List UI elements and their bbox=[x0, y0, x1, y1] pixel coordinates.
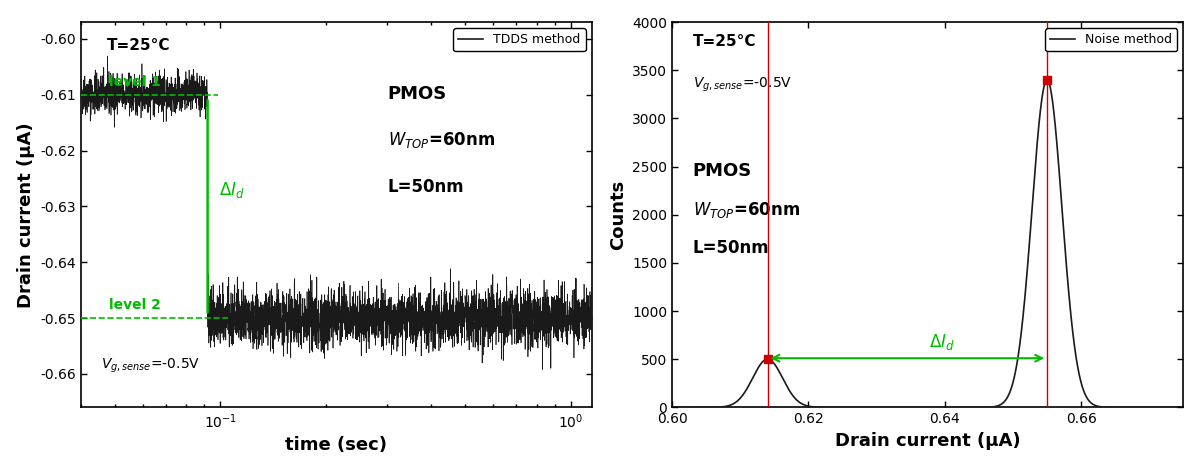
Text: PMOS: PMOS bbox=[388, 85, 446, 103]
X-axis label: time (sec): time (sec) bbox=[286, 436, 388, 455]
Y-axis label: Drain current (μA): Drain current (μA) bbox=[17, 122, 35, 308]
Text: T=25°C: T=25°C bbox=[107, 38, 170, 53]
Y-axis label: Counts: Counts bbox=[608, 179, 626, 250]
Text: $W_{TOP}$=60nm: $W_{TOP}$=60nm bbox=[388, 130, 494, 150]
Text: level 2: level 2 bbox=[108, 298, 161, 311]
Text: $\Delta I_d$: $\Delta I_d$ bbox=[220, 179, 245, 200]
Text: $V_{g,sense}$=-0.5V: $V_{g,sense}$=-0.5V bbox=[101, 357, 200, 375]
X-axis label: Drain current (μA): Drain current (μA) bbox=[835, 432, 1020, 450]
Text: $V_{g,sense}$=-0.5V: $V_{g,sense}$=-0.5V bbox=[692, 76, 792, 94]
Legend: TDDS method: TDDS method bbox=[454, 28, 586, 51]
Text: L=50nm: L=50nm bbox=[692, 239, 769, 257]
Text: L=50nm: L=50nm bbox=[388, 178, 464, 195]
Text: $\Delta I_d$: $\Delta I_d$ bbox=[929, 333, 954, 352]
Text: PMOS: PMOS bbox=[692, 162, 752, 180]
Text: level 1: level 1 bbox=[108, 75, 161, 89]
Legend: Noise method: Noise method bbox=[1045, 28, 1177, 51]
Text: $W_{TOP}$=60nm: $W_{TOP}$=60nm bbox=[692, 200, 799, 220]
Text: T=25°C: T=25°C bbox=[692, 34, 756, 49]
